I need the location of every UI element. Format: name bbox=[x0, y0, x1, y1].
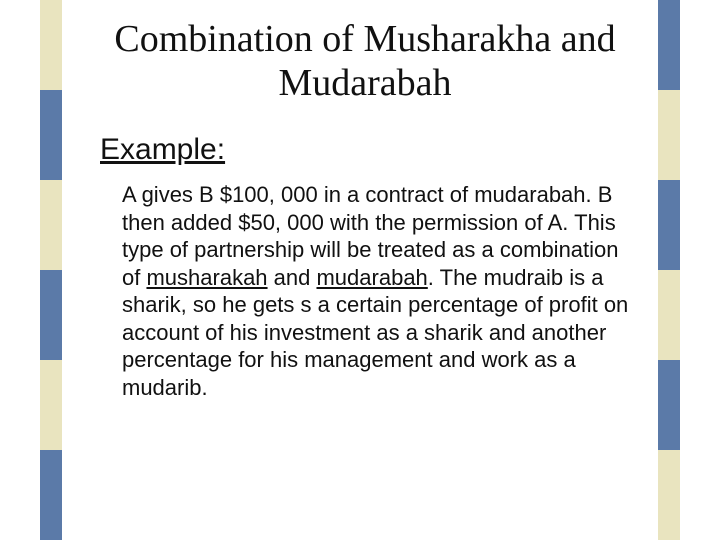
title-line-2: Mudarabah bbox=[278, 62, 451, 104]
body-mid: and bbox=[268, 265, 317, 290]
example-heading: Example: bbox=[100, 133, 630, 167]
title-line-1: Combination of Musharakha and bbox=[114, 18, 615, 60]
term-musharakah: musharakah bbox=[146, 265, 267, 290]
decorative-stripe-left bbox=[40, 0, 62, 540]
slide-title: Combination of Musharakha and Mudarabah bbox=[100, 18, 630, 105]
decorative-stripe-right bbox=[658, 0, 680, 540]
term-mudarabah: mudarabah bbox=[316, 265, 427, 290]
example-body: A gives B $100, 000 in a contract of mud… bbox=[100, 181, 630, 401]
slide-content: Combination of Musharakha and Mudarabah … bbox=[100, 18, 630, 401]
